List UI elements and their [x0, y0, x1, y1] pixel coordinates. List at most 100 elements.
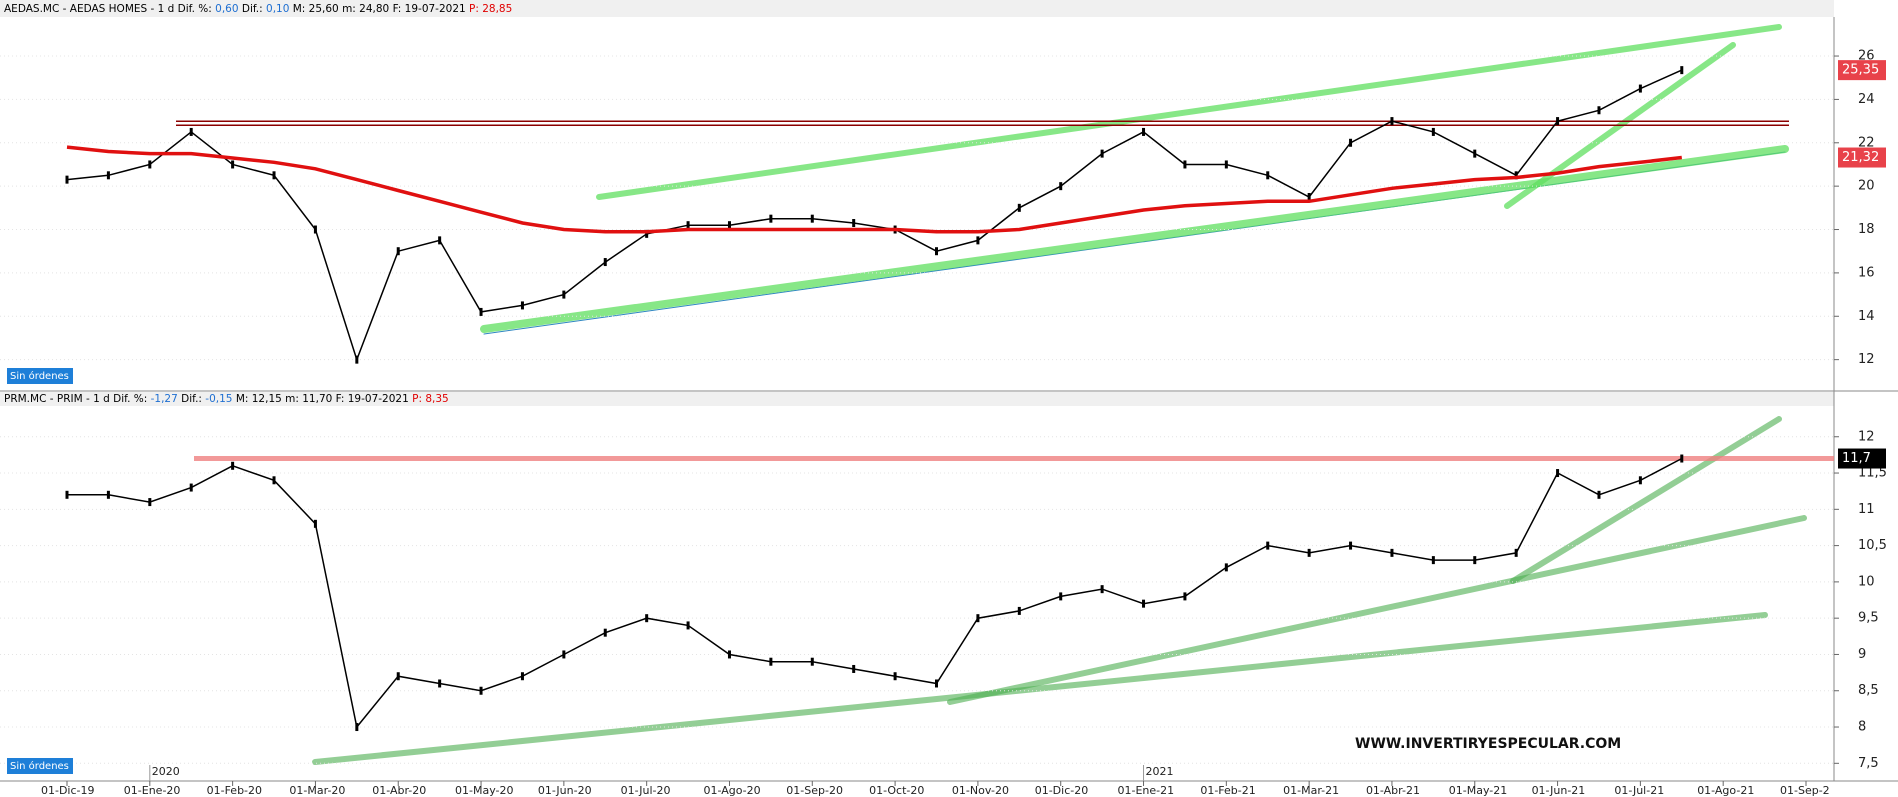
price-candle — [1100, 585, 1104, 594]
price-candle — [231, 461, 235, 470]
price-candle — [727, 221, 731, 230]
price-tag — [1838, 60, 1886, 81]
price-candle — [438, 679, 442, 688]
trendline — [596, 24, 1782, 200]
x-tick-label: 01-Jul-20 — [621, 784, 671, 797]
price-candle — [810, 214, 814, 223]
y-tick-label: 8,5 — [1858, 683, 1879, 698]
x-tick-label: 01-Sep-20 — [786, 784, 843, 797]
header-field: 0,10 — [266, 3, 293, 15]
price-candle — [1431, 556, 1435, 565]
price-candle — [1017, 606, 1021, 615]
header-bar — [0, 0, 1834, 17]
price-candle — [1349, 541, 1353, 550]
x-tick-label: 01-Ene-20 — [124, 784, 181, 797]
header-field: -0,15 — [205, 393, 236, 405]
price-candle — [1307, 192, 1311, 201]
price-candle — [438, 236, 442, 245]
price-candle — [1473, 149, 1477, 158]
year-label: 2020 — [152, 765, 180, 778]
price-candle — [603, 258, 607, 267]
price-candle — [1142, 127, 1146, 136]
trendline — [480, 145, 1789, 333]
price-tag-label: 11,7 — [1842, 451, 1871, 466]
y-tick-label: 18 — [1858, 222, 1875, 237]
price-candle — [272, 476, 276, 485]
panel-header: AEDAS.MC - AEDAS HOMES - 1 d Dif. %: 0,6… — [4, 3, 512, 15]
header-field: P: 8,35 — [412, 393, 449, 405]
price-candle — [231, 160, 235, 169]
price-candle — [1390, 548, 1394, 557]
price-candle — [1473, 556, 1477, 565]
price-candle — [313, 519, 317, 528]
price-candle — [1059, 592, 1063, 601]
panel-header: PRM.MC - PRIM - 1 d Dif. %: -1,27 Dif.: … — [4, 393, 449, 405]
price-candle — [1142, 599, 1146, 608]
orders-badge-label: Sin órdenes — [10, 370, 69, 382]
y-tick-label: 14 — [1858, 309, 1875, 324]
y-tick-label: 12 — [1858, 429, 1875, 444]
header-field: PRM.MC - PRIM - 1 d Dif. %: — [4, 393, 151, 405]
y-tick-label: 16 — [1858, 265, 1875, 280]
x-tick-label: 01-Ene-21 — [1118, 784, 1175, 797]
price-candle — [976, 236, 980, 245]
x-tick-label: 01-Oct-20 — [869, 784, 924, 797]
price-candle — [65, 490, 69, 499]
price-candle — [396, 672, 400, 681]
price-candle — [272, 171, 276, 180]
price-candle — [65, 175, 69, 184]
price-line — [66, 69, 1683, 362]
x-tick-label: 01-Nov-20 — [952, 784, 1009, 797]
price-candle — [769, 214, 773, 223]
x-tick-label: 01-Jun-21 — [1532, 784, 1586, 797]
price-candle — [852, 664, 856, 673]
price-candle — [562, 650, 566, 659]
price-candle — [769, 657, 773, 666]
price-candle — [1266, 171, 1270, 180]
header-field: AEDAS.MC - AEDAS HOMES - 1 d Dif. %: — [4, 3, 215, 15]
header-field: 0,60 — [215, 3, 242, 15]
y-tick-label: 7,5 — [1858, 756, 1879, 771]
price-candle — [810, 657, 814, 666]
price-candle — [1680, 66, 1684, 75]
price-tag — [1838, 448, 1886, 469]
y-tick-label: 10 — [1858, 574, 1875, 589]
y-tick-label: 10,5 — [1858, 538, 1887, 553]
price-candle — [520, 301, 524, 310]
price-candle — [686, 621, 690, 630]
y-tick-label: 24 — [1858, 92, 1875, 107]
price-tag-label: 21,32 — [1842, 150, 1879, 165]
x-tick-label: 01-May-21 — [1449, 784, 1507, 797]
header-field: -1,27 — [151, 393, 182, 405]
price-candle — [189, 483, 193, 492]
price-candle — [1266, 541, 1270, 550]
price-candle — [313, 225, 317, 234]
price-candle — [520, 672, 524, 681]
price-tag — [1838, 147, 1886, 168]
price-candle — [1638, 476, 1642, 485]
price-candle — [189, 127, 193, 136]
x-tick-label: 01-Jun-20 — [538, 784, 592, 797]
moving-average-line — [66, 145, 1683, 234]
price-candle — [562, 290, 566, 299]
trendline — [312, 612, 1768, 765]
price-candle — [1224, 160, 1228, 169]
price-candle — [355, 723, 359, 732]
trendline — [1510, 416, 1782, 584]
price-candle — [1059, 182, 1063, 191]
x-tick-label: 01-Jul-21 — [1614, 784, 1664, 797]
price-candle — [1556, 117, 1560, 126]
price-candle — [1183, 160, 1187, 169]
watermark: WWW.INVERTIRYESPECULAR.COM — [1355, 736, 1621, 752]
price-candle — [1514, 548, 1518, 557]
price-candle — [893, 672, 897, 681]
y-tick-label: 20 — [1858, 179, 1875, 194]
x-tick-label: 01-Ago-20 — [703, 784, 760, 797]
price-candle — [1431, 127, 1435, 136]
price-tag-label: 25,35 — [1842, 63, 1879, 78]
y-tick-label: 9,5 — [1858, 611, 1879, 626]
y-tick-label: 8 — [1858, 720, 1866, 735]
y-tick-label: 26 — [1858, 49, 1875, 64]
price-candle — [1556, 469, 1560, 478]
header-field: M: 25,60 m: 24,80 F: 19-07-2021 — [293, 3, 469, 15]
